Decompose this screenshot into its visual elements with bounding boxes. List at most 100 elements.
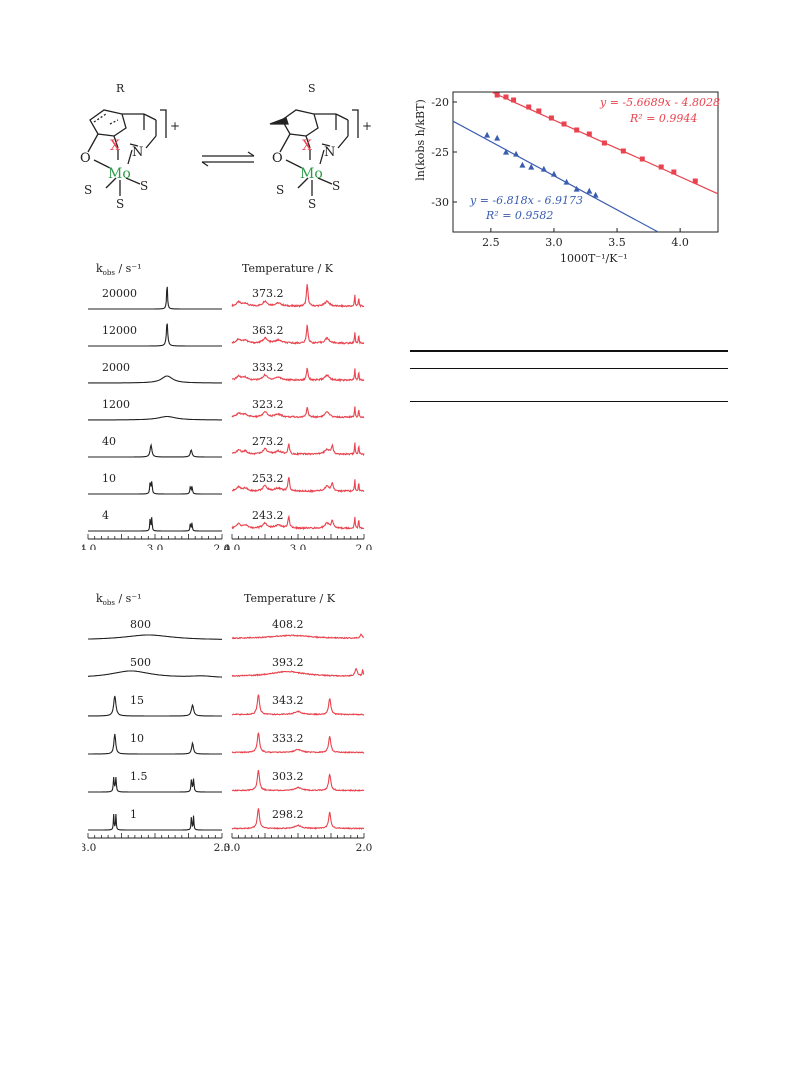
- data-point-square: [658, 164, 664, 170]
- data-point-square: [561, 121, 567, 127]
- temperature-value: 363.2: [252, 324, 284, 337]
- temperature-value: 298.2: [272, 808, 304, 821]
- r-o-atom: O: [80, 151, 91, 166]
- r-mo-atom: Mo: [108, 166, 131, 182]
- temperature-value: 333.2: [252, 361, 284, 374]
- y-tick-label: -25: [431, 146, 449, 159]
- right-axis-label: 3.0: [224, 842, 241, 854]
- experimental-spectrum: [231, 668, 365, 678]
- simulated-spectrum: [88, 323, 222, 347]
- kobs-value: 1: [130, 808, 137, 821]
- temperature-value: 373.2: [252, 287, 284, 300]
- x-tick-label: 3.5: [608, 236, 626, 249]
- kobs-value: 2000: [102, 361, 130, 374]
- temperature-value: 273.2: [252, 435, 284, 448]
- r-isomer: R X N O Mo S S S +: [80, 82, 180, 211]
- blue-fit-r2: R² = 0.9582: [485, 209, 553, 222]
- temperature-value: 243.2: [252, 509, 284, 522]
- data-point-square: [574, 127, 580, 133]
- data-point-triangle: [494, 134, 501, 141]
- left-axis-label: 2.0: [214, 543, 231, 550]
- r-s-bottom: S: [116, 197, 124, 211]
- r-n-atom: N: [132, 145, 143, 160]
- y-tick-label: -20: [431, 96, 449, 109]
- r-label: R: [116, 82, 125, 95]
- table-top-rule: [410, 350, 728, 352]
- left-axis-label: 2.0: [214, 842, 231, 854]
- kobs-value: 500: [130, 656, 151, 669]
- experimental-spectrum: [231, 633, 365, 640]
- simulated-spectrum: [88, 481, 222, 495]
- nmr-spectra-1: 20000 373.2 12000 363.2 2000 333.2 1200 323.2 40…: [82, 284, 372, 550]
- kobs-header-1: kobs / s⁻¹: [96, 262, 142, 278]
- experimental-spectrum: [231, 808, 365, 830]
- simulated-spectrum: [88, 634, 222, 640]
- x-axis-label: 1000T⁻¹/K⁻¹: [560, 252, 628, 265]
- data-point-triangle: [550, 170, 557, 177]
- nmr-spectra-2: 800 408.2 500 393.2 15 343.2 10 333.2 1.5 303.2 1 2…: [82, 618, 372, 854]
- nmr-panel-2: kobs / s⁻¹ Temperature / K 800 408.2 500 39…: [82, 592, 372, 862]
- kobs-value: 20000: [102, 287, 137, 300]
- s-o-atom: O: [272, 151, 283, 166]
- data-point-square: [526, 104, 532, 110]
- temperature-value: 393.2: [272, 656, 304, 669]
- s-isomer: S X N O Mo S S S +: [269, 82, 372, 211]
- data-point-triangle: [503, 148, 509, 155]
- simulated-spectrum: [88, 670, 222, 678]
- experimental-spectrum: [231, 367, 365, 383]
- data-point-triangle: [592, 191, 599, 198]
- y-tick-label: -30: [431, 196, 449, 209]
- simulated-spectrum: [88, 813, 222, 831]
- s-label: S: [308, 82, 316, 95]
- data-point-triangle: [563, 178, 570, 185]
- temperature-value: 253.2: [252, 472, 284, 485]
- experimental-spectrum: [231, 769, 365, 792]
- simulated-spectrum: [88, 733, 222, 755]
- right-axis-label: 3.0: [290, 543, 307, 550]
- blue-fit-equation: y = -6.818x - 6.9173: [469, 194, 583, 207]
- table-mid-rule: [410, 368, 728, 369]
- kobs-value: 1200: [102, 398, 130, 411]
- left-axis-label: 3.0: [147, 543, 164, 550]
- simulated-spectrum: [88, 776, 222, 793]
- data-point-triangle: [573, 185, 580, 192]
- data-point-square: [692, 178, 698, 184]
- temperature-value: 323.2: [252, 398, 284, 411]
- s-mo-atom: Mo: [300, 166, 323, 182]
- r-s-right: S: [140, 179, 148, 193]
- x-tick-label: 3.0: [545, 236, 563, 249]
- data-point-triangle: [540, 165, 547, 172]
- r-s-left: S: [84, 183, 92, 197]
- kobs-value: 12000: [102, 324, 137, 337]
- data-point-square: [639, 156, 645, 162]
- data-point-square: [586, 131, 592, 137]
- right-axis-label: 2.0: [356, 842, 372, 854]
- experimental-spectrum: [231, 514, 365, 531]
- data-point-square: [536, 108, 542, 114]
- experimental-spectrum: [231, 477, 365, 494]
- data-point-square: [601, 140, 607, 146]
- table-bottom-rule: [410, 401, 728, 402]
- x-tick-label: 4.0: [671, 236, 689, 249]
- arrhenius-plot: -20 -25 -30 2.5 3.0 3.5 4.0 y = -5.6689x - 4.…: [414, 91, 720, 265]
- experimental-spectrum: [231, 442, 365, 457]
- s-s-bottom: S: [308, 197, 316, 211]
- data-point-triangle: [528, 163, 535, 170]
- simulated-spectrum: [88, 415, 222, 421]
- data-point-square: [511, 97, 517, 103]
- simulated-spectrum: [88, 442, 222, 458]
- left-axis-label: 3.0: [82, 842, 96, 854]
- experimental-spectrum: [231, 694, 365, 716]
- temperature-value: 303.2: [272, 770, 304, 783]
- simulated-spectrum: [88, 517, 222, 532]
- equilibrium-arrows: [201, 151, 255, 167]
- s-s-right: S: [332, 179, 340, 193]
- kobs-value: 10: [102, 472, 116, 485]
- simulated-spectrum: [88, 695, 222, 717]
- s-x-atom: X: [302, 138, 312, 154]
- left-axis-label: 4.0: [82, 543, 96, 550]
- data-point-square: [494, 92, 500, 98]
- temperature-value: 408.2: [272, 618, 304, 631]
- s-n-atom: N: [324, 145, 335, 160]
- temperature-header-1: Temperature / K: [242, 262, 333, 275]
